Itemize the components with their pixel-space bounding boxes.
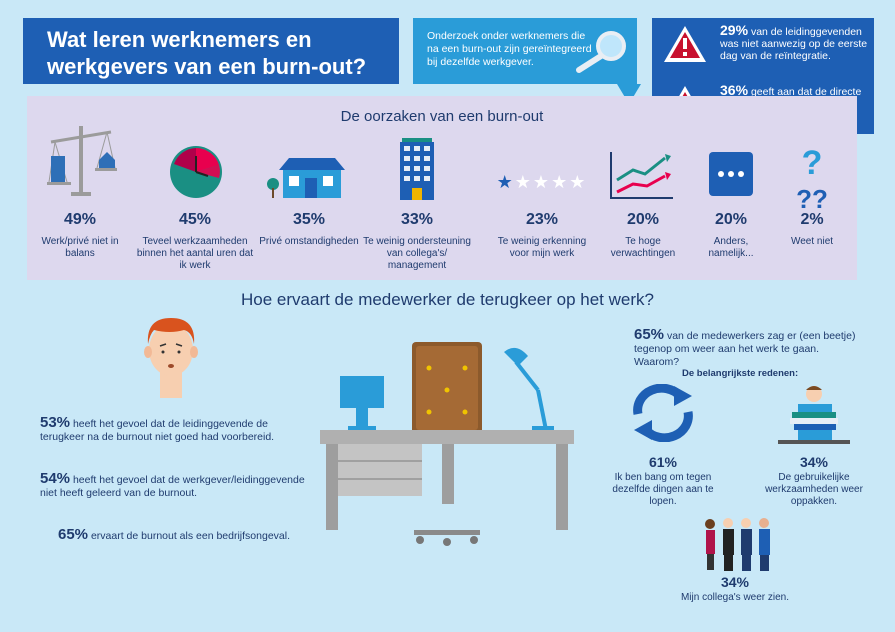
cause-item: 49% Werk/privé niet in balans <box>35 96 125 280</box>
causes-panel: De oorzaken van een burn-out 49% Werk/pr… <box>27 96 857 280</box>
stat-text: ervaart de burnout als een bedrijfsongev… <box>90 530 290 542</box>
cause-pct: 49% <box>63 211 97 228</box>
cause-label: Anders, namelijk... <box>708 236 754 259</box>
cause-pct: 20% <box>626 211 660 228</box>
balance-scale-icon <box>47 126 117 196</box>
cause-label: Werk/privé niet in balans <box>41 236 119 259</box>
reason-pct: 34% <box>799 454 829 470</box>
stat-pct: 65% <box>58 526 89 543</box>
worried-person-icon <box>144 318 198 398</box>
reason-pct: 61% <box>648 454 678 470</box>
reason-pct: 34% <box>720 574 750 590</box>
stat-text: heeft het gevoel dat de werkgever/leidin… <box>40 474 305 499</box>
trend-chart-icon <box>610 152 673 199</box>
reason-label: De gebruikelijke werkzaamheden weer oppa… <box>765 472 863 507</box>
cause-item: 20% Te hoge verwachtingen <box>599 96 687 280</box>
office-building-icon <box>400 138 434 200</box>
reason-label: Ik ben bang om tegen dezelfde dingen aan… <box>612 472 714 507</box>
cause-pct: 45% <box>178 211 212 228</box>
reason-item: 34% De gebruikelijke werkzaamheden weer … <box>764 454 864 508</box>
stat-block: 53% heeft het gevoel dat de leidinggeven… <box>40 414 310 444</box>
cause-label: Te hoge verwachtingen <box>610 236 676 259</box>
reason-item: 34% Mijn collega's weer zien. <box>680 574 790 604</box>
cause-label: Te weinig erkenning voor mijn werk <box>497 236 587 259</box>
cause-label: Te weinig ondersteuning van collega's/ m… <box>363 236 471 271</box>
colleagues-group-icon <box>705 518 770 571</box>
house-icon <box>267 158 345 198</box>
cause-item: ★★★★★ 23% Te weinig erkenning voor mijn … <box>487 96 597 280</box>
question-marks-icon: ??? <box>796 144 828 214</box>
stat-block: 54% heeft het gevoel dat de werkgever/le… <box>40 470 310 500</box>
stat-pct: 54% <box>40 470 71 487</box>
star-rating-icon: ★★★★★ <box>496 172 588 192</box>
cause-item: 45% Teveel werkzaamheden binnen het aant… <box>135 96 255 280</box>
cause-pct: 23% <box>525 211 559 228</box>
intro-text: Onderzoek onder werknemers die na een bu… <box>427 30 592 68</box>
alert-text: van de leidinggevenden was niet aanwezig… <box>720 26 868 62</box>
cause-pct: 20% <box>714 211 748 228</box>
cause-label: Teveel werkzaamheden binnen het aantal u… <box>136 236 254 271</box>
cause-item: 33% Te weinig ondersteuning van collega'… <box>362 96 472 280</box>
office-desk-illustration <box>320 342 574 546</box>
magnifier-icon <box>576 31 626 73</box>
alert-pct: 29% <box>720 22 749 38</box>
stat-pct: 53% <box>40 414 71 431</box>
repeat-arrows-icon <box>633 384 693 442</box>
stat-block: 65% van de medewerkers zag er (een beetj… <box>634 326 864 369</box>
cause-item: ??? 2% Weet niet <box>779 96 845 280</box>
stat-text: van de medewerkers zag er (een beetje) t… <box>634 330 856 368</box>
cause-item: 20% Anders, namelijk... <box>691 96 771 280</box>
clock-icon <box>170 146 222 198</box>
cause-label: Privé omstandigheden <box>259 236 359 247</box>
reason-label: Mijn collega's weer zien. <box>680 592 790 603</box>
alert-pct: 36% <box>720 82 749 98</box>
cause-pct: 33% <box>400 211 434 228</box>
cause-pct: 35% <box>292 211 326 228</box>
paperwork-person-icon <box>778 386 850 444</box>
reason-item: 61% Ik ben bang om tegen dezelfde dingen… <box>608 454 718 508</box>
warning-icon <box>664 26 706 62</box>
return-title: Hoe ervaart de medewerker de terugkeer o… <box>241 290 654 309</box>
stat-block: 65% ervaart de burnout als een bedrijfso… <box>58 526 318 543</box>
page-title: Wat leren werknemers en werkgevers van e… <box>23 18 399 84</box>
cause-pct: 2% <box>800 211 824 228</box>
ellipsis-icon <box>709 152 753 196</box>
stat-pct: 65% <box>634 326 665 343</box>
cause-label: Weet niet <box>790 236 834 247</box>
stat-text: heeft het gevoel dat de leidinggevende d… <box>40 418 275 443</box>
reasons-title: De belangrijkste redenen: <box>682 368 799 379</box>
causes-title: De oorzaken van een burn-out <box>340 108 544 125</box>
intro-box: Onderzoek onder werknemers die na een bu… <box>413 18 637 84</box>
cause-item: 35% Privé omstandigheden <box>259 96 359 280</box>
